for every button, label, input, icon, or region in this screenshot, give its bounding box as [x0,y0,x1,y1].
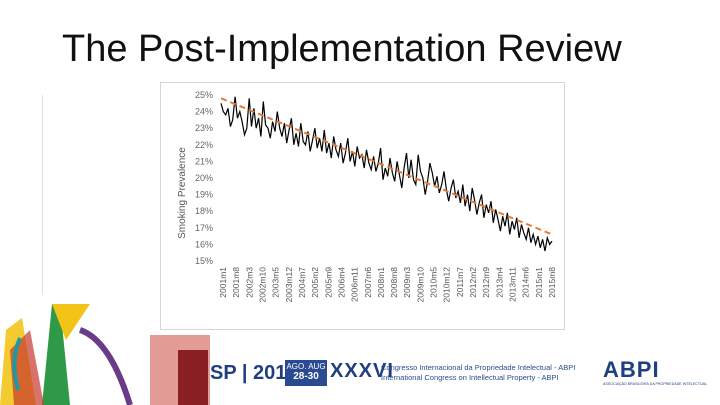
trend-line [220,97,553,236]
deco-teal-curve [12,337,22,391]
prevalence-series-line [220,96,553,252]
x-tick-label: 2004m7 [297,267,307,298]
y-tick-label: 20% [195,173,213,183]
y-tick-label: 17% [195,223,213,233]
x-tick-label: 2001m8 [231,267,241,298]
y-axis: 15% 16% 17% 18% 19% 20% 21% 22% 23% 24% 25% [195,90,213,266]
footer-congress-line1: Congresso Internacional da Propriedade I… [381,363,576,372]
x-tick-label: 2014m6 [521,267,531,298]
x-axis: 2001m1 2001m8 2002m3 2002m10 2003m5 2003m12 20… [218,267,557,303]
deco-green-bar [42,304,70,405]
x-tick-label: 2006m11 [350,267,360,302]
x-tick-label: 2006m4 [336,267,346,298]
y-tick-label: 19% [195,190,213,200]
y-tick-label: 21% [195,156,213,166]
y-tick-label: 24% [195,107,213,117]
deco-dark-red-block [178,350,208,405]
x-tick-label: 2013m4 [494,267,504,298]
x-tick-label: 2003m12 [284,267,294,303]
x-tick-label: 2005m2 [310,267,320,298]
abpi-logo: ABPI ASSOCIAÇÃO BRASILEIRA DA PROPRIEDAD… [603,357,708,390]
y-tick-label: 22% [195,140,213,150]
footer-congress-line2: International Congress on Intellectual P… [381,373,559,382]
decorative-artwork [0,304,210,405]
x-tick-label: 2005m9 [323,267,333,298]
footer-edition-number: XXXVI [330,360,394,382]
x-tick-label: 2011m7 [455,267,465,297]
x-tick-label: 2008m8 [389,267,399,298]
y-tick-label: 25% [195,90,213,100]
x-tick-label: 2015m8 [547,267,557,298]
footer-dates-line1: AGO. AUG [286,362,326,371]
x-tick-label: 2001m1 [218,267,228,298]
y-axis-label: Smoking Prevalence [177,147,188,239]
x-tick-label: 2009m10 [415,267,425,303]
x-tick-label: 2003m5 [271,267,281,298]
x-tick-label: 2007m6 [363,267,373,298]
x-tick-label: 2015m1 [534,267,544,298]
y-tick-label: 15% [195,256,213,266]
slide-title: The Post-Implementation Review [62,28,622,70]
x-tick-label: 2010m12 [442,267,452,303]
chart-panel: 15% 16% 17% 18% 19% 20% 21% 22% 23% 24% 25% 2001m1… [160,82,565,330]
deco-purple-arc [78,327,133,405]
x-tick-label: 2009m3 [402,267,412,298]
smoking-prevalence-chart: 15% 16% 17% 18% 19% 20% 21% 22% 23% 24% 25% 2001m1… [177,90,557,303]
x-tick-label: 2008m1 [376,267,386,298]
abpi-logo-text: ABPI [603,357,660,382]
footer-dates: AGO. AUG 28-30 [285,360,327,386]
x-tick-label: 2002m10 [257,267,267,303]
footer-dates-line2: 28-30 [293,371,319,382]
x-tick-label: 2002m3 [244,267,254,298]
x-tick-label: 2013m11 [508,267,518,302]
abpi-logo-subtext: ASSOCIAÇÃO BRASILEIRA DA PROPRIEDADE INT… [603,382,708,386]
y-tick-label: 16% [195,239,213,249]
footer-event-year: SP | 2016 [210,362,298,384]
footer-congress-name: Congresso Internacional da Propriedade I… [381,363,575,383]
divider [42,95,43,295]
x-tick-label: 2012m9 [481,267,491,298]
y-tick-label: 23% [195,123,213,133]
deco-yellow-triangle [52,304,90,340]
y-tick-label: 18% [195,206,213,216]
plot-area [220,96,553,252]
x-tick-label: 2010m5 [429,267,439,298]
x-tick-label: 2012m2 [468,267,478,298]
